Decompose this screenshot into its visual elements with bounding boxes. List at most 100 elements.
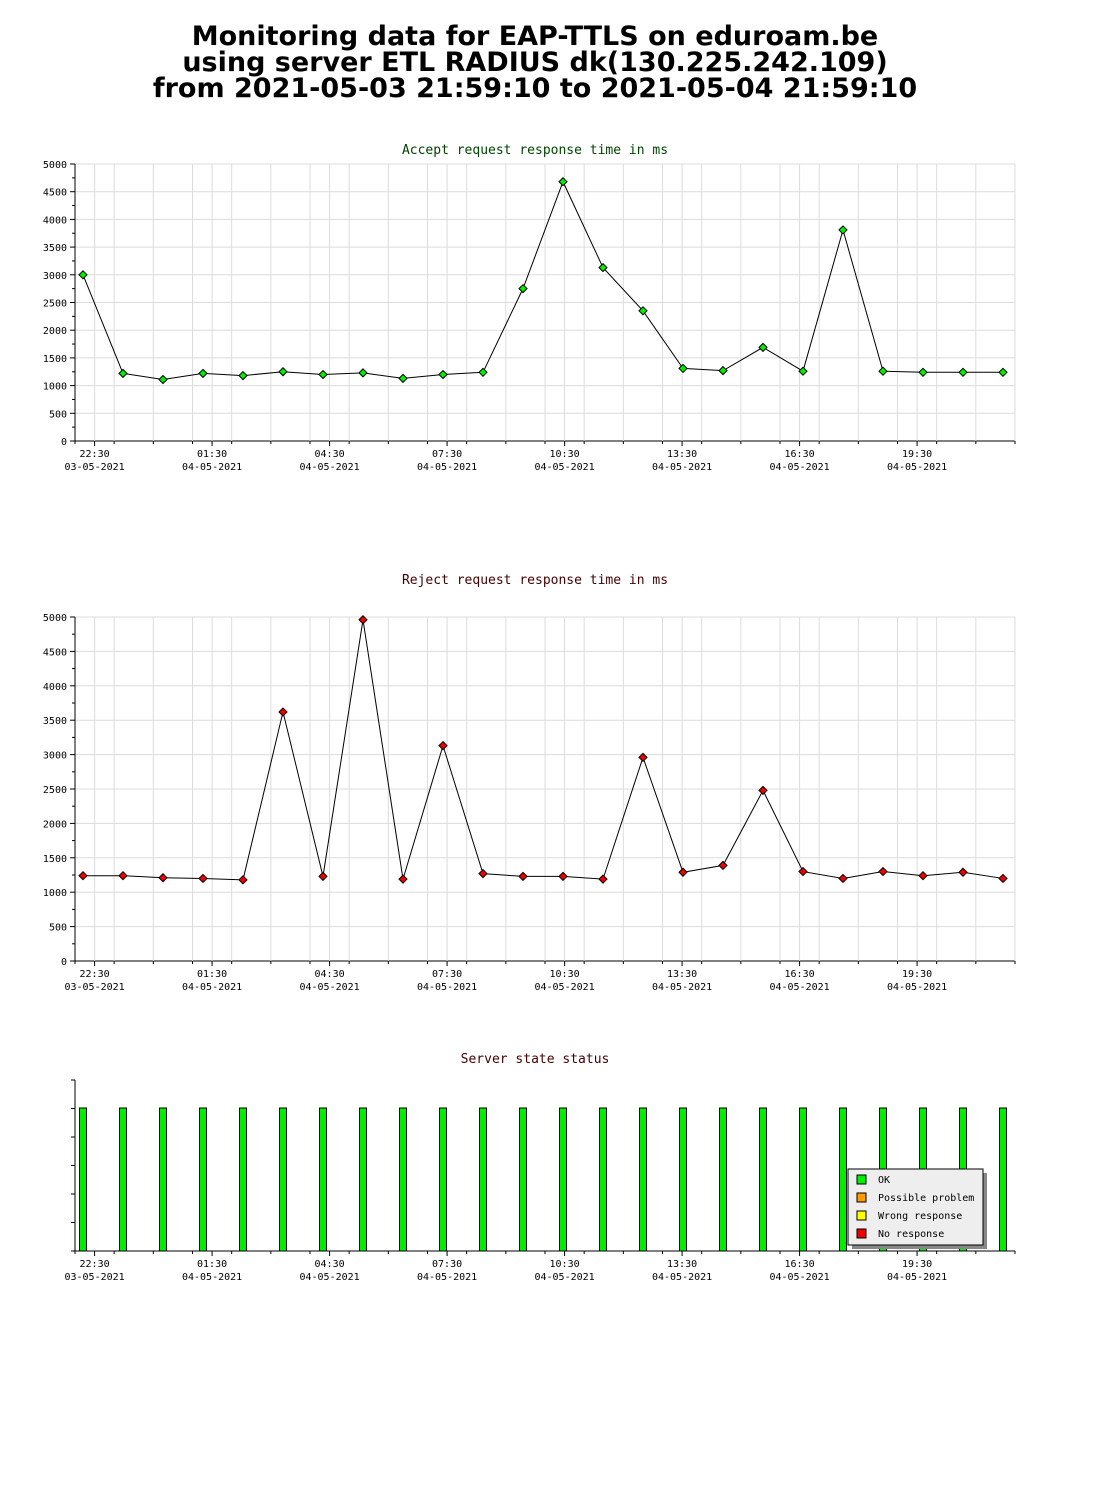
data-point — [918, 870, 928, 881]
x-tick-date: 03-05-2021 — [64, 982, 124, 993]
y-tick-label: 3500 — [43, 716, 67, 727]
reject-chart-title: Reject request response time in ms — [402, 573, 668, 588]
x-tick-time: 16:30 — [785, 1259, 815, 1270]
data-point — [358, 615, 368, 625]
y-tick-label: 500 — [49, 923, 67, 934]
data-point — [438, 369, 448, 380]
data-point — [198, 873, 208, 884]
data-point — [78, 870, 88, 881]
data-point — [638, 306, 648, 316]
data-point — [518, 871, 528, 882]
status-bar — [599, 1107, 607, 1252]
data-point — [998, 873, 1008, 884]
status-bar — [759, 1107, 767, 1252]
x-tick-date: 03-05-2021 — [64, 462, 124, 473]
y-tick-label: 1000 — [43, 888, 67, 899]
y-tick-label: 5000 — [43, 613, 67, 624]
data-point — [598, 874, 608, 884]
x-tick-date: 04-05-2021 — [887, 1272, 947, 1283]
data-point — [678, 867, 688, 877]
status-bar — [799, 1107, 807, 1252]
title-line-1: Monitoring data for EAP-TTLS on eduroam.… — [191, 21, 879, 52]
x-tick-date: 04-05-2021 — [417, 982, 477, 993]
status-bar — [319, 1107, 327, 1252]
legend-label: OK — [878, 1175, 890, 1186]
x-tick-date: 04-05-2021 — [417, 462, 477, 473]
status-bar — [199, 1107, 207, 1252]
y-tick-label: 5000 — [43, 160, 67, 171]
data-point — [758, 785, 768, 796]
status-bar — [399, 1107, 407, 1252]
status-bar — [119, 1107, 127, 1252]
x-tick-date: 04-05-2021 — [182, 982, 242, 993]
y-tick-label: 3000 — [43, 751, 67, 762]
x-tick-date: 04-05-2021 — [417, 1272, 477, 1283]
x-tick-time: 19:30 — [902, 969, 932, 980]
x-tick-time: 07:30 — [432, 969, 462, 980]
page-title: Monitoring data for EAP-TTLS on eduroam.… — [0, 21, 1070, 102]
data-point — [998, 367, 1008, 378]
x-tick-date: 04-05-2021 — [299, 462, 359, 473]
x-tick-time: 04:30 — [315, 449, 345, 460]
data-point — [278, 367, 288, 377]
series-line — [83, 619, 1004, 881]
status-bar — [439, 1107, 447, 1252]
legend-swatch — [856, 1228, 867, 1239]
status-bar — [519, 1107, 527, 1252]
data-point — [958, 367, 968, 378]
series-line — [82, 180, 1003, 381]
data-point — [118, 870, 128, 881]
data-point — [238, 370, 248, 381]
y-tick-label: 1500 — [43, 354, 67, 365]
x-tick-date: 04-05-2021 — [652, 462, 712, 473]
x-tick-time: 19:30 — [902, 1259, 932, 1270]
y-tick-label: 0 — [61, 437, 67, 448]
legend-label: Wrong response — [878, 1211, 962, 1222]
data-point — [358, 368, 368, 378]
y-tick-label: 2500 — [43, 785, 67, 796]
reject-chart: 0 500 1000 1500 2000 2500 3000 3500 4000 4500 5000… — [43, 613, 1016, 993]
accept-chart: 0 500 1000 1500 2000 2500 3000 3500 4000 4500 5000… — [43, 160, 1016, 473]
data-point — [238, 875, 248, 885]
legend-swatch — [856, 1192, 867, 1203]
x-tick-date: 04-05-2021 — [887, 982, 947, 993]
data-point — [798, 866, 808, 877]
x-tick-time: 01:30 — [197, 969, 227, 980]
y-tick-label: 2500 — [43, 299, 67, 310]
x-tick-date: 04-05-2021 — [299, 982, 359, 993]
x-tick-date: 04-05-2021 — [182, 462, 242, 473]
x-tick-time: 19:30 — [902, 449, 932, 460]
data-point — [638, 752, 648, 763]
data-point — [518, 283, 528, 294]
x-tick-time: 22:30 — [80, 1259, 110, 1270]
status-bar — [479, 1107, 487, 1252]
data-point — [718, 365, 728, 376]
data-point — [318, 369, 328, 380]
x-tick-date: 04-05-2021 — [652, 1272, 712, 1283]
status-bar — [239, 1107, 247, 1252]
legend-swatch — [856, 1210, 867, 1221]
data-point — [278, 707, 288, 717]
y-tick-label: 4000 — [43, 682, 67, 693]
data-point — [918, 367, 928, 378]
status-bar — [639, 1107, 647, 1252]
x-tick-date: 03-05-2021 — [64, 1272, 124, 1283]
y-tick-label: 2000 — [43, 326, 67, 337]
data-point — [478, 367, 488, 378]
data-point — [118, 368, 128, 379]
x-tick-date: 04-05-2021 — [534, 462, 594, 473]
x-tick-time: 07:30 — [432, 449, 462, 460]
status-bar — [159, 1107, 167, 1252]
data-point — [758, 342, 768, 353]
data-point — [78, 270, 88, 280]
y-tick-label: 2000 — [43, 819, 67, 830]
x-tick-date: 04-05-2021 — [887, 462, 947, 473]
y-tick-label: 3000 — [43, 271, 67, 282]
x-tick-time: 01:30 — [197, 449, 227, 460]
legend-label: No response — [878, 1229, 944, 1240]
legend-label: Possible problem — [878, 1193, 974, 1204]
x-tick-date: 04-05-2021 — [182, 1272, 242, 1283]
x-tick-time: 22:30 — [80, 969, 110, 980]
y-tick-label: 4500 — [43, 647, 67, 658]
data-point — [398, 874, 408, 884]
